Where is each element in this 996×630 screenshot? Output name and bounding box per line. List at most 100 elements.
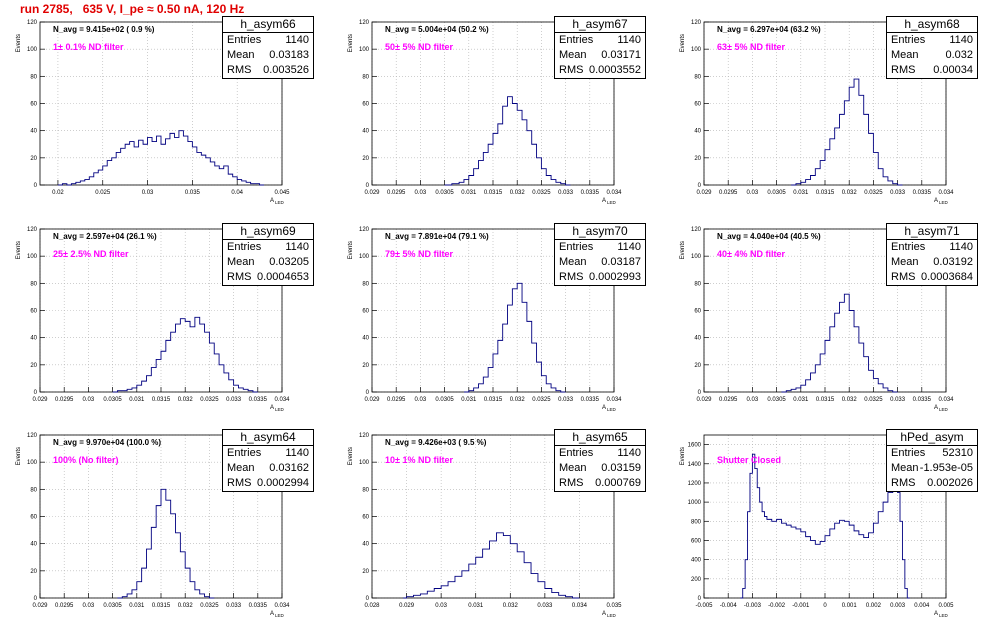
y-tick-label: 0 [366, 596, 370, 602]
histogram-name: h_asym65 [555, 430, 645, 446]
histogram-bin [152, 142, 156, 185]
histogram-bin [238, 388, 243, 392]
navg-label: N_avg = 9.415e+02 ( 0.9 %) [53, 25, 155, 34]
stats-value: 1140 [949, 34, 973, 46]
histogram-bin [190, 582, 195, 598]
x-tick-label: 0.033 [890, 397, 906, 403]
stats-label: Mean [559, 462, 587, 474]
y-tick-label: 40 [30, 542, 37, 548]
histogram-bin [854, 327, 859, 392]
histogram-bin [134, 147, 138, 185]
x-tick-label: 0.03 [747, 397, 759, 403]
stats-label: RMS [559, 477, 584, 489]
histogram-bin [869, 133, 874, 185]
histogram-bin [188, 142, 192, 185]
x-tick-label: 0.004 [914, 603, 930, 609]
histogram-bin [116, 152, 120, 185]
histogram-bin [176, 533, 181, 598]
histogram-series [781, 293, 898, 393]
filter-annotation: 25± 2.5% ND filter [53, 249, 129, 259]
stats-row-rms: RMS 0.0002993 [555, 270, 645, 285]
stats-row-rms: RMS 0.0003552 [555, 63, 645, 78]
histogram-bin [190, 327, 195, 392]
histogram-bin [537, 362, 542, 392]
x-axis-label-subscript: LED [939, 200, 949, 205]
stats-box: h_asym66 Entries 1140 Mean 0.03183 RMS 0.00352… [222, 16, 314, 79]
x-tick-label: 0.033 [226, 397, 242, 403]
histogram-bin [490, 541, 497, 598]
histogram-bin [179, 131, 183, 185]
x-tick-label: 0.0335 [913, 190, 932, 196]
histogram-bin [132, 590, 137, 598]
histogram-bin [869, 533, 874, 598]
stats-row-mean: Mean 0.032 [887, 48, 977, 63]
x-tick-label: 0.0335 [913, 397, 932, 403]
histogram-bin [483, 377, 488, 392]
y-tick-label: 40 [30, 336, 37, 342]
histogram-bin [214, 354, 219, 392]
y-tick-label: 20 [30, 363, 37, 369]
stats-label: Mean [891, 49, 919, 61]
page-title: run 2785, 635 V, I_pe ≈ 0.50 nA, 120 Hz [20, 2, 245, 16]
histogram-bin [174, 137, 178, 185]
x-tick-label: -0.004 [720, 603, 738, 609]
histogram-bin [98, 170, 102, 185]
histogram-bin [512, 104, 517, 186]
histogram-bin [171, 332, 176, 392]
y-tick-label: 60 [30, 309, 37, 315]
histogram-bin [791, 527, 796, 598]
histogram-bin [873, 523, 878, 598]
x-tick-label: 0.033 [558, 397, 574, 403]
x-tick-label: 0.005 [938, 603, 954, 609]
x-tick-label: 0.0315 [816, 190, 835, 196]
x-tick-label: 0.0295 [55, 603, 74, 609]
histogram-bin [522, 302, 527, 392]
stats-value: 1140 [617, 447, 641, 459]
stats-row-mean: Mean 0.03192 [887, 255, 977, 270]
stats-box: h_asym69 Entries 1140 Mean 0.03205 RMS 0.00046… [222, 223, 314, 286]
histogram-bin [112, 158, 116, 185]
stats-row-entries: Entries 1140 [887, 240, 977, 255]
x-tick-label: 0.029 [399, 603, 415, 609]
x-tick-label: 0.0315 [484, 397, 503, 403]
stats-row-rms: RMS 0.002026 [887, 476, 977, 491]
histogram-bin [512, 289, 517, 392]
histogram-bin [200, 324, 205, 392]
x-tick-label: -0.003 [744, 603, 762, 609]
histogram-bin [234, 385, 239, 392]
y-tick-label: 120 [27, 433, 38, 439]
histogram-bin [810, 175, 815, 185]
histogram-bin [205, 332, 210, 392]
stats-row-entries: Entries 1140 [555, 446, 645, 461]
histogram-bin [210, 162, 214, 185]
histogram-bin [883, 177, 888, 185]
histogram-bin [143, 144, 147, 185]
histogram-bin [478, 384, 483, 392]
histogram-bin [146, 376, 151, 392]
histogram-bin [464, 180, 469, 185]
y-tick-label: 100 [691, 254, 702, 260]
stats-row-rms: RMS 0.003526 [223, 63, 313, 78]
y-tick-label: 60 [30, 102, 37, 108]
stats-box: hPed_asym Entries 52310 Mean -1.953e-05 RMS 0.… [886, 429, 978, 492]
stats-label: Mean [891, 462, 919, 474]
y-tick-label: 20 [694, 156, 701, 162]
histogram-bin [517, 110, 522, 185]
histogram-bin [854, 531, 859, 598]
x-tick-label: 0.0315 [152, 397, 171, 403]
histogram-bin [820, 541, 825, 598]
stats-row-entries: Entries 52310 [887, 446, 977, 461]
stats-label: Entries [227, 241, 262, 253]
y-tick-label: 0 [366, 390, 370, 396]
histogram-bin [522, 120, 527, 185]
histogram-bin [488, 144, 493, 185]
filter-annotation: 50± 5% ND filter [385, 42, 453, 52]
stats-label: RMS [227, 271, 252, 283]
y-axis-label: Events [348, 34, 354, 52]
stats-value: 1140 [285, 34, 309, 46]
histogram-bin [496, 533, 503, 598]
y-tick-label: 1600 [688, 443, 702, 449]
x-tick-label: 0.029 [364, 397, 380, 403]
y-tick-label: 120 [691, 20, 702, 26]
histogram-bin [427, 591, 434, 598]
